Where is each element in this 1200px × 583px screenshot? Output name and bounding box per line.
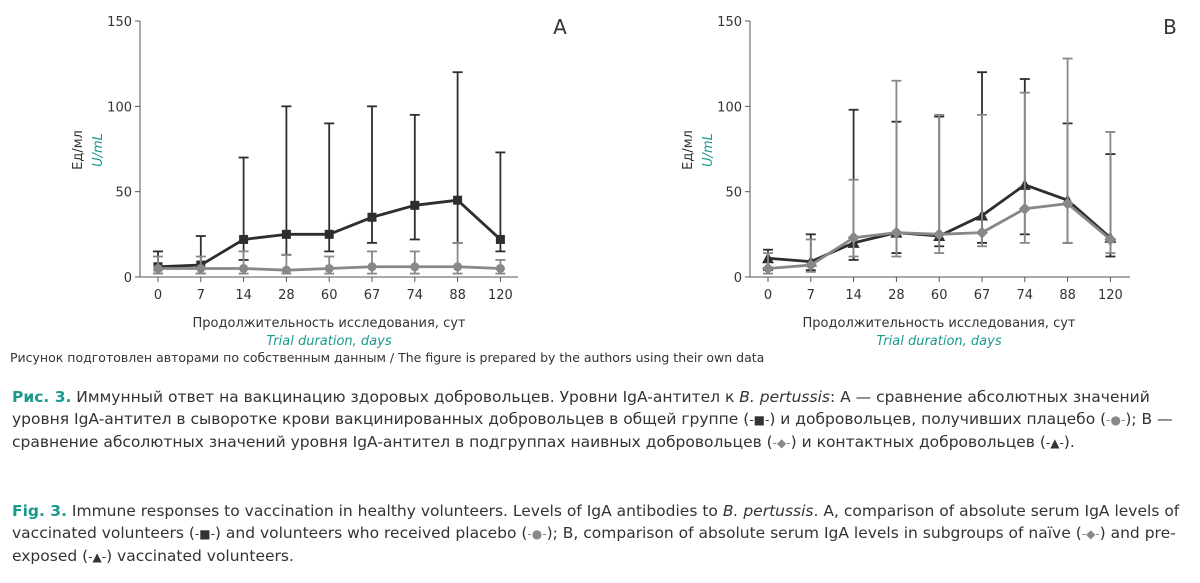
data-point bbox=[410, 200, 420, 210]
square-marker-icon: -■- bbox=[194, 527, 215, 541]
x-tick-label: 88 bbox=[1059, 288, 1076, 303]
data-point bbox=[495, 263, 505, 273]
y-tick-label: 0 bbox=[124, 271, 132, 286]
x-tick-label: 7 bbox=[197, 288, 205, 303]
data-point bbox=[976, 226, 988, 239]
data-point bbox=[367, 262, 377, 272]
caption-ru-lead: Рис. 3. bbox=[12, 388, 72, 406]
x-tick-label: 74 bbox=[407, 288, 424, 303]
x-tick-label: 67 bbox=[974, 288, 991, 303]
caption-ru-text-5: ) и контактных добровольцев ( bbox=[790, 433, 1046, 451]
x-tick-label: 67 bbox=[364, 288, 381, 303]
caption-ru-text-3: ) и добровольцев, получивших плацебо ( bbox=[769, 410, 1107, 428]
x-tick-label: 120 bbox=[1098, 288, 1123, 303]
data-point bbox=[196, 263, 206, 273]
data-point bbox=[239, 263, 249, 273]
data-point bbox=[410, 262, 420, 272]
x-axis-label-en: Trial duration, days bbox=[266, 334, 391, 349]
data-point bbox=[890, 226, 903, 239]
x-tick-label: 0 bbox=[154, 288, 162, 303]
x-tick-label: 120 bbox=[488, 288, 513, 303]
y-tick-label: 50 bbox=[725, 186, 742, 201]
data-point bbox=[324, 229, 334, 239]
y-tick-label: 50 bbox=[115, 186, 132, 201]
caption-en-text-3: ) and volunteers who received placebo ( bbox=[214, 524, 528, 542]
y-tick-label: 150 bbox=[107, 15, 132, 30]
x-tick-label: 28 bbox=[278, 288, 295, 303]
square-marker-icon: -■- bbox=[749, 413, 770, 427]
data-point bbox=[367, 212, 377, 222]
triangle-marker-icon: -▲- bbox=[1045, 436, 1064, 450]
x-tick-label: 28 bbox=[888, 288, 905, 303]
x-tick-label: 14 bbox=[235, 288, 252, 303]
data-point bbox=[847, 231, 860, 244]
y-axis-label: Ед/мл bbox=[71, 130, 86, 170]
data-point bbox=[495, 234, 505, 244]
data-point bbox=[1018, 202, 1031, 215]
figure-caption-en: Fig. 3. Immune responses to vaccination … bbox=[12, 500, 1188, 568]
panel-label: A bbox=[553, 15, 567, 39]
y-tick-label: 100 bbox=[717, 100, 742, 115]
diamond-marker-icon: -◆- bbox=[1081, 527, 1100, 541]
caption-en-text-5: ) and pre-exposed ( bbox=[12, 524, 1176, 565]
x-tick-label: 14 bbox=[845, 288, 862, 303]
source-note: Рисунок подготовлен авторами по собствен… bbox=[10, 350, 765, 365]
x-tick-label: 60 bbox=[931, 288, 948, 303]
data-point bbox=[933, 228, 946, 241]
data-point bbox=[453, 195, 463, 205]
series-circle bbox=[153, 241, 506, 275]
data-point bbox=[153, 263, 163, 273]
y-tick-label: 0 bbox=[734, 271, 742, 286]
diamond-marker-icon: -◆- bbox=[772, 436, 791, 450]
caption-ru-text-2: : А — сравнение абсолютных значений уров… bbox=[12, 388, 1150, 428]
data-point bbox=[324, 263, 334, 273]
x-tick-label: 0 bbox=[764, 288, 772, 303]
data-point bbox=[762, 262, 774, 275]
data-point bbox=[281, 229, 291, 239]
caption-ru-text-6: ). bbox=[1063, 433, 1075, 451]
x-axis-label-en: Trial duration, days bbox=[876, 334, 1001, 349]
chart-panel-b: 0 50 100 150 0 7 14 28 60 67 74 88 120 Продолжительно… bbox=[681, 15, 1177, 349]
series-square bbox=[153, 71, 506, 275]
circle-marker-icon: -●- bbox=[1106, 413, 1126, 427]
x-tick-label: 60 bbox=[321, 288, 338, 303]
y-tick-label: 100 bbox=[107, 100, 132, 115]
data-point bbox=[453, 262, 463, 272]
series-diamond bbox=[762, 57, 1117, 275]
caption-en-text-1: Immune responses to vaccination in healt… bbox=[66, 502, 723, 520]
caption-ru-text-1: Иммунный ответ на вакцинацию здоровых до… bbox=[71, 388, 740, 406]
caption-en-species: B. pertussis bbox=[722, 502, 814, 520]
caption-ru-text-4: ); В — сравнение абсолютных значений уро… bbox=[12, 410, 1173, 451]
caption-en-text-4: ); B, comparison of absolute serum IgA l… bbox=[546, 524, 1082, 542]
triangle-marker-icon: -▲- bbox=[88, 550, 107, 564]
caption-en-text-6: ) vaccinated volunteers. bbox=[106, 547, 294, 565]
x-axis-label: Продолжительность исследования, сут bbox=[803, 316, 1076, 331]
panel-label: B bbox=[1163, 15, 1177, 39]
y-axis-label-en: U/mL bbox=[701, 133, 716, 167]
circle-marker-icon: -●- bbox=[527, 527, 547, 541]
x-tick-label: 7 bbox=[807, 288, 815, 303]
data-point bbox=[239, 234, 249, 244]
y-tick-label: 150 bbox=[717, 15, 742, 30]
figure-caption-ru: Рис. 3. Иммунный ответ на вакцинацию здо… bbox=[12, 386, 1188, 454]
data-point bbox=[1061, 197, 1074, 210]
chart-panel-a: 0 50 100 150 0 7 14 28 60 67 74 88 120 Продолжительно… bbox=[71, 15, 567, 349]
x-axis-label: Продолжительность исследования, сут bbox=[193, 316, 466, 331]
x-tick-label: 74 bbox=[1017, 288, 1034, 303]
x-tick-label: 88 bbox=[449, 288, 466, 303]
caption-ru-species: B. pertussis bbox=[739, 388, 830, 406]
caption-en-lead: Fig. 3. bbox=[12, 502, 67, 520]
y-axis-label-en: U/mL bbox=[91, 133, 106, 167]
data-point bbox=[804, 259, 817, 272]
caption-en-text-2: . A, comparison of absolute serum IgA le… bbox=[12, 502, 1180, 542]
y-axis-label: Ед/мл bbox=[681, 130, 696, 170]
data-point bbox=[1104, 233, 1117, 246]
data-point bbox=[281, 265, 291, 275]
